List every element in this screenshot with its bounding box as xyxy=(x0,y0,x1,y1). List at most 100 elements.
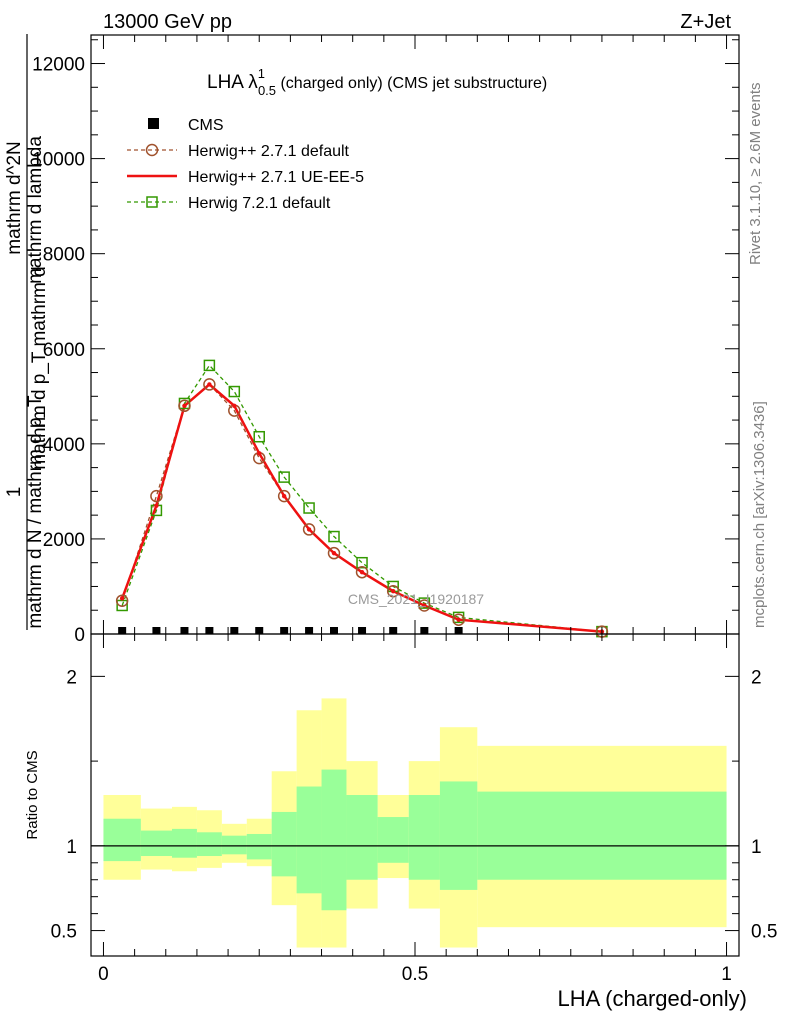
ratio-green-band xyxy=(346,795,378,880)
series-point-herwig-default xyxy=(178,399,191,413)
ratio-x-axis: 0 0.5 1 xyxy=(98,634,732,985)
series-point-cms xyxy=(330,627,338,634)
rivet-label: Rivet 3.1.10, ≥ 2.6M events xyxy=(747,83,764,266)
series-point-cms xyxy=(454,627,463,634)
series-point-cms xyxy=(180,627,189,634)
series-point-herwig-default xyxy=(452,613,465,626)
series-point-herwig-ueee5 xyxy=(207,382,212,387)
ratio-ytick-label-right: 1 xyxy=(751,837,762,858)
main-ytick-label: 6000 xyxy=(43,340,85,361)
ratio-green-band xyxy=(271,811,297,877)
series-point-herwig-ueee5 xyxy=(422,603,427,608)
series-point-herwig-default xyxy=(386,584,400,598)
ylabel-denom: mathrm d N / mathrm d p_T xyxy=(25,395,46,629)
series-point-herwig7 xyxy=(203,359,216,372)
ratio-bands-layer xyxy=(103,698,727,948)
main-ytick-label: 2000 xyxy=(43,530,85,551)
header-right: Z+Jet xyxy=(680,11,731,33)
title-sub: 0.5 xyxy=(258,83,276,98)
series-point-cms xyxy=(230,627,239,634)
ratio-green-band xyxy=(377,817,409,863)
series-point-herwig-default xyxy=(355,565,369,579)
series-point-herwig-ueee5 xyxy=(257,451,262,456)
ratio-green-band xyxy=(246,833,272,860)
legend-cms-label: CMS xyxy=(188,117,224,134)
series-point-herwig-ueee5 xyxy=(331,550,337,556)
series-point-herwig-default xyxy=(203,378,216,391)
main-ytick-label: 0 xyxy=(74,625,85,646)
ratio-ytick-label: 1 xyxy=(66,837,77,858)
ratio-green-band xyxy=(221,835,247,855)
series-point-herwig7 xyxy=(228,385,241,398)
series-point-herwig-ueee5 xyxy=(119,596,125,601)
series-point-herwig-ueee5 xyxy=(390,589,396,594)
title-rest: (charged only) (CMS jet substructure) xyxy=(276,75,547,92)
series-point-cms xyxy=(389,627,398,634)
ratio-ytick-label-right: 0.5 xyxy=(751,922,777,943)
main-x-ticks xyxy=(102,35,728,634)
legend-cms-marker xyxy=(148,118,159,129)
legend-herwig-default-label: Herwig++ 2.7.1 default xyxy=(188,143,350,160)
series-point-cms xyxy=(305,627,314,634)
ratio-green-band xyxy=(140,830,172,857)
series-point-herwig-ueee5 xyxy=(281,493,287,499)
x-axis-label: LHA (charged-only) xyxy=(557,986,747,1011)
series-point-cms xyxy=(280,627,289,634)
legend: CMS Herwig++ 2.7.1 default Herwig++ 2.7.… xyxy=(127,117,364,212)
series-point-cms xyxy=(358,627,367,634)
ylabel-numer: mathrm d^2N xyxy=(4,141,25,254)
series-point-herwig-default xyxy=(150,489,163,503)
main-ytick-label: 12000 xyxy=(32,55,85,76)
series-point-herwig-default xyxy=(302,523,316,536)
ratio-green-band xyxy=(321,769,347,911)
ratio-green-band xyxy=(477,791,727,880)
series-point-herwig-ueee5 xyxy=(232,403,237,409)
legend-herwig-default-marker xyxy=(145,143,159,157)
main-y-axis: 0 2000 4000 6000 8000 10000 12000 xyxy=(32,39,739,646)
ratio-plot: 0.5 0.51 12 2 0 0.5 1 Ratio to CMS LHA (charg… xyxy=(24,633,778,1011)
watermark: CMS_2021_I1920187 xyxy=(348,591,484,607)
ratio-green-band xyxy=(439,781,478,890)
ratio-ytick-label-right: 2 xyxy=(751,667,762,688)
main-ytick-label: 4000 xyxy=(43,435,85,456)
series-point-herwig-default xyxy=(327,546,341,560)
ratio-ytick-label: 2 xyxy=(66,667,77,688)
ratio-y-axis: 0.5 0.5 1 1 2 2 xyxy=(51,667,778,942)
legend-herwig7-marker xyxy=(146,196,158,208)
ratio-green-band xyxy=(196,832,222,857)
ratio-green-band xyxy=(103,818,141,862)
main-ytick-label: 8000 xyxy=(43,245,85,266)
ratio-green-band xyxy=(172,828,197,858)
ratio-green-band xyxy=(408,795,440,880)
series-point-herwig-default xyxy=(115,594,129,607)
ratio-ytick-label: 0.5 xyxy=(51,922,77,943)
legend-herwig-ueee5-label: Herwig++ 2.7.1 UE-EE-5 xyxy=(188,169,364,186)
series-point-herwig-default xyxy=(277,489,291,503)
ylabel-mid: mathrm d p_T mathrm d xyxy=(29,266,50,469)
series-point-herwig7 xyxy=(253,430,265,443)
series-point-herwig7 xyxy=(356,556,368,569)
legend-herwig7-label: Herwig 7.2.1 default xyxy=(188,195,331,212)
main-ytick-label: 10000 xyxy=(32,150,85,171)
series-point-herwig-ueee5 xyxy=(182,403,187,409)
series-point-herwig-ueee5 xyxy=(456,617,461,622)
ratio-xtick-label: 0.5 xyxy=(402,964,428,985)
series-point-herwig7 xyxy=(328,530,340,543)
ratio-green-band xyxy=(296,786,322,894)
series-point-herwig7 xyxy=(278,471,290,483)
series-point-herwig-ueee5 xyxy=(306,527,312,532)
series-point-cms xyxy=(420,627,429,634)
ylabel-one: 1 xyxy=(4,487,25,498)
mcplots-label: mcplots.cern.ch [arXiv:1306.3436] xyxy=(751,401,768,628)
series-point-herwig-default xyxy=(418,599,431,612)
main-series-layer xyxy=(115,359,609,638)
title-main: LHA λ xyxy=(207,72,258,93)
series-point-cms xyxy=(152,627,161,634)
series-point-herwig-ueee5 xyxy=(359,569,365,575)
series-point-herwig7 xyxy=(303,502,315,514)
main-plot: 0 2000 4000 6000 8000 10000 12000 LHA λ 1 0.5 (c… xyxy=(4,34,740,646)
main-y-label: mathrm d lambda mathrm d p_T mathrm d ma… xyxy=(4,34,50,630)
series-point-cms xyxy=(118,627,127,634)
ratio-xtick-label: 0 xyxy=(98,964,109,985)
